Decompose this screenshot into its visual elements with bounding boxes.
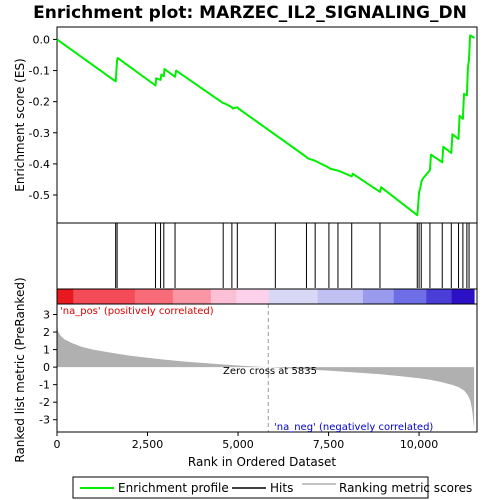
rank-ytick-label: 0 <box>43 361 50 374</box>
colorbar-segment <box>362 289 395 304</box>
colorbar-segment <box>57 289 74 304</box>
es-ytick-label: -0.3 <box>29 127 50 140</box>
x-tick-label: 10,000 <box>400 438 439 451</box>
x-tick-label: 2,500 <box>132 438 164 451</box>
ranking-panel: 3 2 1 0 -1 -2 -3 'na_pos' (positively correlat… <box>39 303 478 433</box>
colorbar-segment <box>451 289 475 304</box>
colorbar-segment <box>268 289 319 304</box>
es-axis-label: Enrichment score (ES) <box>13 58 27 191</box>
es-ytick-label: -0.1 <box>29 65 50 78</box>
es-ytick-label: -0.5 <box>29 189 50 202</box>
x-tick-label: 7,500 <box>313 438 345 451</box>
neg-correlated-label: 'na_neg' (negatively correlated) <box>274 422 433 433</box>
rank-ytick-label: 2 <box>43 326 50 339</box>
chart-title: Enrichment plot: MARZEC_IL2_SIGNALING_DN <box>33 3 467 23</box>
colorbar-segment <box>210 289 237 304</box>
rank-ytick-label: -1 <box>39 379 50 392</box>
enrichment-profile-line <box>56 34 475 217</box>
x-axis-label: Rank in Ordered Dataset <box>188 455 336 469</box>
colorbar-segment <box>73 289 136 304</box>
colorbar-segment <box>393 289 427 304</box>
x-tick-label: 5,000 <box>222 438 254 451</box>
rank-ytick-label: 1 <box>43 344 50 357</box>
hits-panel <box>56 222 478 290</box>
rank-axis-label: Ranked list metric (PreRanked) <box>13 277 27 462</box>
x-tick-label: 0 <box>54 438 61 451</box>
rank-ytick-label: -3 <box>39 414 50 427</box>
colorbar-segment <box>317 289 364 304</box>
legend-item-hits: Hits <box>270 481 293 495</box>
colorbar-segment <box>134 289 174 304</box>
pos-correlated-label: 'na_pos' (positively correlated) <box>60 306 214 317</box>
legend-item-enrichment: Enrichment profile <box>118 481 229 495</box>
colorbar-segment <box>172 289 212 304</box>
legend: Enrichment profile Hits Ranking metric s… <box>72 476 472 499</box>
rank-ytick-label: 3 <box>43 309 50 322</box>
es-ytick-label: -0.2 <box>29 96 50 109</box>
es-ytick-label: -0.4 <box>29 158 50 171</box>
enrichment-panel: 0.0 -0.1 -0.2 -0.3 -0.4 -0.5 <box>29 26 478 224</box>
rank-colorbar <box>56 288 478 305</box>
zero-cross-label: Zero cross at 5835 <box>223 366 317 377</box>
colorbar-segment <box>426 289 453 304</box>
colorbar-segment <box>236 289 270 304</box>
rank-ytick-label: -2 <box>39 396 50 409</box>
legend-item-ranking: Ranking metric scores <box>339 481 472 495</box>
es-ytick-label: 0.0 <box>33 33 51 46</box>
